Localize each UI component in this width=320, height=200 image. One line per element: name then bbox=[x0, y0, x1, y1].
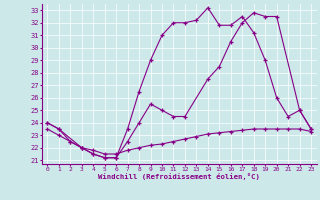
X-axis label: Windchill (Refroidissement éolien,°C): Windchill (Refroidissement éolien,°C) bbox=[98, 173, 260, 180]
